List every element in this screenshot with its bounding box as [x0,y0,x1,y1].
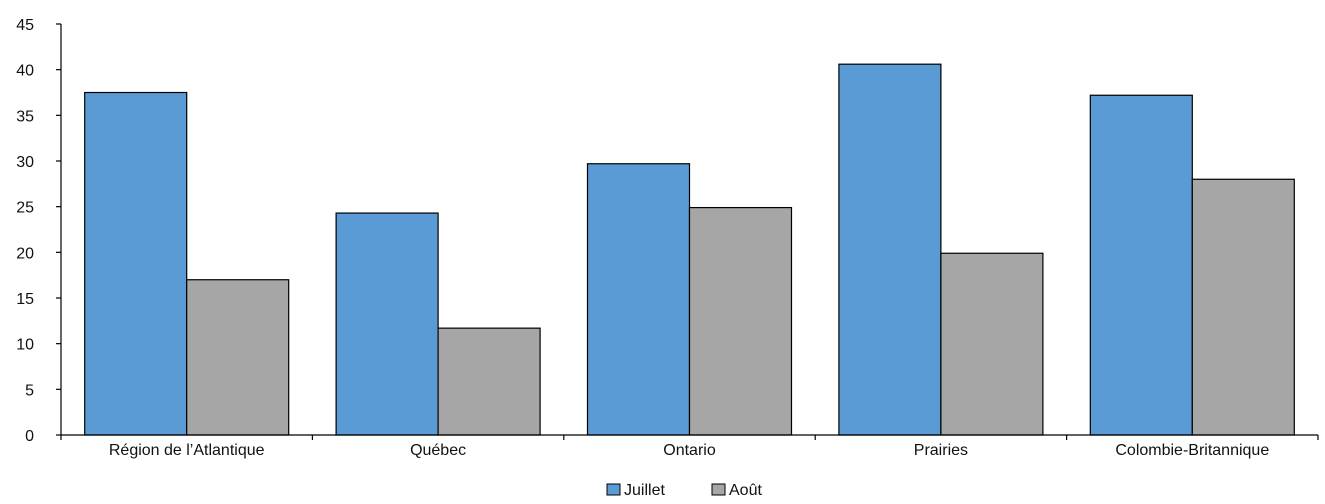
x-axis-labels: Région de l’Atlantique Québec Ontario Prair… [60,435,1319,459]
y-tick-label: 10 [16,337,34,354]
legend-swatch-aout [711,483,726,496]
y-tick-label: 25 [16,200,34,217]
y-tick-label: 20 [16,245,34,262]
y-axis-ticks: 0 5 10 15 20 25 30 35 40 45 [16,17,61,445]
x-category-label: Québec [410,442,466,459]
legend: Juillet Août [606,482,762,499]
bar-juillet [84,91,188,436]
y-tick-label: 30 [16,154,34,171]
y-tick-label: 15 [16,291,34,308]
bar-juillet [335,212,439,436]
bar-juillet [1089,94,1193,436]
bar-aout [437,327,541,436]
x-category-label: Colombie-Britannique [1115,442,1269,459]
legend-swatch-juillet [606,483,621,496]
bar-aout [1191,178,1295,436]
legend-label: Juillet [624,482,665,499]
bar-juillet [586,163,691,436]
x-category-label: Région de l’Atlantique [109,442,265,459]
bars [84,63,1295,436]
x-category-label: Prairies [914,442,968,459]
bar-aout [186,279,290,436]
y-tick-label: 35 [16,108,34,125]
y-tick-label: 5 [25,382,34,399]
bar-aout [688,206,793,436]
bar-aout [940,252,1044,436]
bar-juillet [838,63,942,436]
legend-label: Août [729,482,762,499]
y-tick-label: 0 [25,428,34,445]
y-tick-label: 40 [16,63,34,80]
x-category-label: Ontario [663,442,716,459]
axes [60,24,1318,436]
y-tick-label: 45 [16,17,34,34]
